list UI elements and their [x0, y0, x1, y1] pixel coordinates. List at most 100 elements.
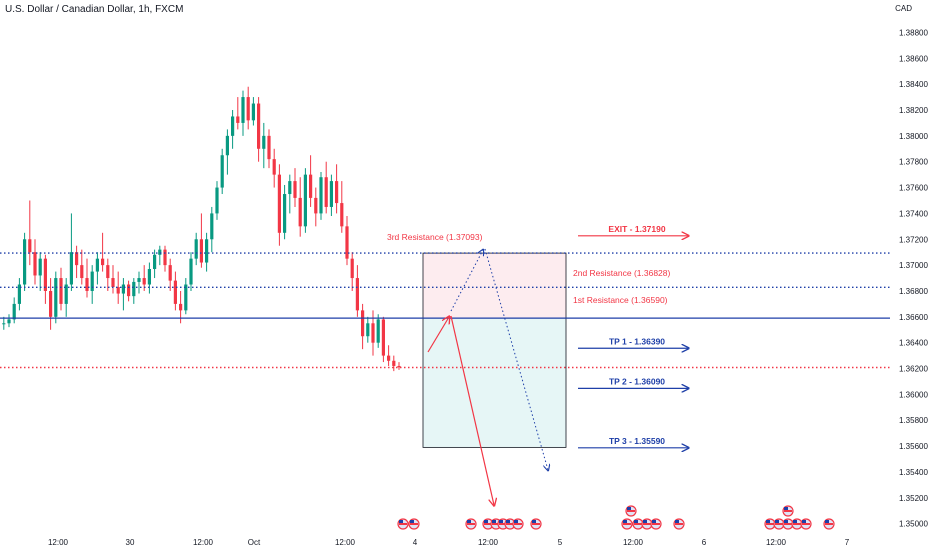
candle-body — [262, 135, 266, 149]
candle-body — [288, 181, 292, 195]
y-tick-label: 1.35400 — [899, 468, 928, 477]
y-tick-label: 1.37600 — [899, 184, 928, 193]
candle-body — [319, 177, 323, 214]
candle-body — [116, 287, 120, 294]
y-tick-label: 1.37800 — [899, 158, 928, 167]
candle-body — [236, 116, 240, 123]
event-flag-icon[interactable] — [625, 505, 637, 517]
candle-body — [314, 197, 318, 214]
candle-body — [179, 303, 183, 311]
candle-body — [173, 280, 177, 304]
x-tick-label: 30 — [126, 538, 135, 547]
trade-zones — [422, 252, 567, 448]
x-tick-label: 12:00 — [766, 538, 787, 547]
candle-body — [28, 239, 32, 253]
event-flag-icon[interactable] — [512, 518, 524, 530]
dotted-rise-arrow — [450, 250, 483, 312]
candle-body — [355, 278, 359, 311]
candle-body — [293, 181, 297, 198]
y-tick-label: 1.38800 — [899, 28, 928, 37]
x-tick-label: 6 — [702, 538, 707, 547]
candle-body — [121, 284, 125, 294]
event-flag-icon[interactable] — [397, 518, 409, 530]
candle-body — [283, 194, 287, 233]
candle-body — [205, 239, 209, 263]
projection-arrows — [427, 249, 548, 505]
event-flag-icon[interactable] — [800, 518, 812, 530]
candle-body — [246, 97, 250, 121]
currency-label: CAD — [895, 4, 912, 13]
event-flag-icon[interactable] — [530, 518, 542, 530]
candle-body — [43, 258, 47, 291]
candle-body — [33, 252, 37, 276]
res1-label: 1st Resistance (1.36590) — [573, 295, 668, 305]
candle-body — [376, 319, 380, 343]
x-tick-label: 7 — [845, 538, 850, 547]
candle-body — [272, 159, 276, 175]
candle-body — [210, 213, 214, 240]
res3-label: 3rd Resistance (1.37093) — [387, 232, 483, 242]
time-axis: 12:00 30 12:00 Oct 12:00 4 12:00 5 12:00 6 12:00 7 — [0, 533, 890, 550]
candle-body — [225, 135, 229, 156]
candle-body — [90, 271, 94, 291]
y-tick-label: 1.38000 — [899, 132, 928, 141]
candle-body — [12, 303, 16, 320]
exit-label: EXIT - 1.37190 — [608, 224, 665, 234]
event-flag-icon[interactable] — [782, 518, 794, 530]
y-tick-label: 1.35600 — [899, 442, 928, 451]
y-tick-label: 1.37200 — [899, 235, 928, 244]
candle-body — [163, 249, 167, 266]
candle-body — [381, 319, 385, 356]
candle-body — [23, 239, 27, 285]
candle-body — [392, 360, 396, 366]
candles — [2, 86, 401, 372]
candle-body — [387, 355, 391, 361]
y-tick-label: 1.38400 — [899, 80, 928, 89]
economic-events — [397, 505, 835, 530]
candle-body — [111, 278, 115, 288]
y-tick-label: 1.36600 — [899, 313, 928, 322]
candle-body — [158, 249, 162, 255]
candle-body — [127, 284, 131, 297]
candle-body — [137, 278, 141, 282]
event-flag-icon[interactable] — [621, 518, 633, 530]
event-flag-icon[interactable] — [408, 518, 420, 530]
symbol-title: U.S. Dollar / Canadian Dollar, 1h, FXCM — [5, 4, 184, 15]
event-flag-icon[interactable] — [673, 518, 685, 530]
event-flag-icon[interactable] — [650, 518, 662, 530]
candle-body — [142, 278, 146, 285]
price-axis: 1.38800 1.38600 1.38400 1.38200 1.38000 1.378… — [890, 0, 932, 550]
candle-body — [267, 135, 271, 160]
candle-body — [132, 281, 136, 297]
candle-body — [324, 177, 328, 207]
candle-body — [106, 265, 110, 279]
candle-body — [345, 226, 349, 259]
candle-body — [168, 265, 172, 281]
candle-body — [184, 284, 188, 311]
res2-label: 2nd Resistance (1.36828) — [573, 268, 671, 278]
time-axis-bg — [0, 533, 890, 550]
candle-body — [397, 365, 401, 368]
x-tick-label: 4 — [413, 538, 418, 547]
y-tick-label: 1.36800 — [899, 287, 928, 296]
y-tick-label: 1.38600 — [899, 54, 928, 63]
candle-body — [147, 269, 151, 285]
y-tick-label: 1.36200 — [899, 365, 928, 374]
entry-arrow — [427, 317, 449, 353]
event-flag-icon[interactable] — [823, 518, 835, 530]
annotations: 3rd Resistance (1.37093) 2nd Resistance (… — [387, 224, 688, 448]
target-zone — [422, 317, 567, 448]
event-flag-icon[interactable] — [465, 518, 477, 530]
candle-body — [7, 319, 11, 324]
event-flag-icon[interactable] — [782, 505, 794, 517]
candle-body — [17, 284, 21, 304]
x-tick-label: Oct — [248, 538, 261, 547]
y-tick-label: 1.36400 — [899, 339, 928, 348]
price-axis-bg — [890, 0, 932, 550]
sell-arrow — [450, 315, 494, 505]
tp3-label: TP 3 - 1.35590 — [609, 436, 665, 446]
y-tick-label: 1.35800 — [899, 416, 928, 425]
candle-body — [189, 258, 193, 285]
event-flag-icon[interactable] — [504, 518, 516, 530]
